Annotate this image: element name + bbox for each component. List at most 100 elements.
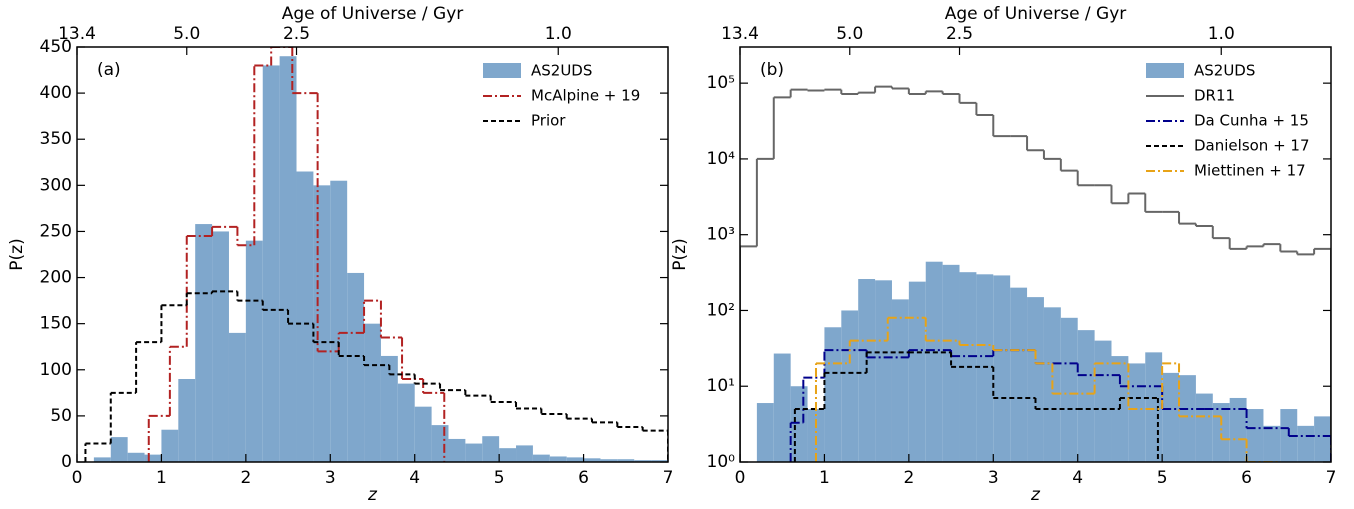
hist-bar bbox=[1229, 397, 1247, 462]
x-axis-label: z bbox=[1030, 485, 1041, 505]
x2-tick-label: 1.0 bbox=[1208, 24, 1235, 44]
hist-bar bbox=[841, 310, 859, 462]
y-axis-label: P(z) bbox=[7, 238, 27, 270]
hist-bar bbox=[891, 299, 909, 462]
y-tick-label: 10⁰ bbox=[707, 452, 736, 472]
hist-bar bbox=[824, 327, 842, 462]
hist-bar bbox=[1212, 403, 1230, 462]
hist-bar bbox=[1314, 416, 1331, 462]
hist-bar bbox=[448, 438, 466, 462]
hist-bar bbox=[651, 460, 668, 462]
y-tick-label: 10² bbox=[707, 300, 735, 320]
x-tick-label: 0 bbox=[72, 468, 83, 488]
legend-patch bbox=[483, 63, 521, 78]
x-tick-label: 1 bbox=[819, 468, 830, 488]
hist-bar bbox=[161, 429, 179, 462]
x-tick-label: 1 bbox=[156, 468, 167, 488]
x-tick-label: 2 bbox=[903, 468, 914, 488]
legend-patch bbox=[1146, 63, 1184, 78]
hist-bar bbox=[1128, 363, 1146, 462]
hist-bar bbox=[431, 425, 449, 462]
hist-bar bbox=[1195, 393, 1213, 462]
axes-frame bbox=[739, 46, 1332, 463]
hist-bar bbox=[976, 274, 994, 462]
x-tick-label: 4 bbox=[1072, 468, 1083, 488]
y-tick-label: 0 bbox=[61, 452, 72, 472]
x-axis-label: z bbox=[367, 485, 378, 505]
legend-label: AS2UDS bbox=[1194, 62, 1255, 80]
y-tick-label: 10⁴ bbox=[707, 149, 736, 169]
hist-bar bbox=[566, 457, 584, 462]
plot-area bbox=[740, 85, 1331, 462]
panel: 0 1 2 3 4 5 6 7 13.4 5.0 2.5 1.0 10⁰ 10¹ 10² 10³ 10⁴ 10⁵ z… bbox=[670, 4, 1336, 505]
legend-label: McAlpine + 19 bbox=[531, 87, 640, 105]
x-tick-label: 0 bbox=[735, 468, 746, 488]
hist-bar bbox=[908, 281, 926, 462]
hist-bar bbox=[583, 458, 601, 462]
hist-bar bbox=[465, 443, 483, 462]
x2-tick-label: 5.0 bbox=[836, 24, 863, 44]
y-tick-label: 10⁵ bbox=[707, 73, 735, 93]
hist-bar bbox=[482, 436, 500, 462]
panel: 0 1 2 3 4 5 6 7 13.4 5.0 2.5 1.0 0 50 100 150 200 250 300 3… bbox=[7, 4, 673, 505]
hist-bar bbox=[313, 185, 331, 462]
legend-label: Miettinen + 17 bbox=[1194, 162, 1306, 180]
axes-frame bbox=[76, 46, 669, 463]
hist-bar bbox=[212, 231, 229, 462]
hist-bar bbox=[756, 403, 774, 462]
x2-tick-label: 13.4 bbox=[721, 24, 759, 44]
hist-bar bbox=[1145, 352, 1163, 462]
hist-bar bbox=[127, 452, 145, 462]
x2-tick-label: 5.0 bbox=[173, 24, 200, 44]
y-tick-label: 50 bbox=[50, 406, 72, 426]
hist-bar bbox=[262, 65, 280, 462]
x-tick-label: 3 bbox=[988, 468, 999, 488]
x2-tick-label: 13.4 bbox=[58, 24, 96, 44]
hist-bar bbox=[364, 323, 381, 462]
x-tick-label: 6 bbox=[1241, 468, 1252, 488]
hist-bar bbox=[1077, 330, 1095, 462]
x2-axis-label: Age of Universe / Gyr bbox=[945, 4, 1127, 24]
hist-bar bbox=[195, 224, 213, 462]
hist-bar bbox=[925, 261, 943, 462]
x2-axis-label: Age of Universe / Gyr bbox=[282, 4, 464, 24]
hist-bar bbox=[178, 379, 196, 462]
y-axis-label: P(z) bbox=[670, 238, 690, 270]
hist-bar bbox=[1027, 297, 1044, 462]
hist-bar bbox=[516, 445, 533, 462]
hist-bar bbox=[228, 332, 246, 462]
hist-bar bbox=[245, 240, 263, 462]
x-tick-label: 3 bbox=[325, 468, 336, 488]
hist-bar bbox=[296, 171, 314, 462]
hist-bar bbox=[993, 275, 1011, 462]
hist-bar bbox=[347, 272, 365, 462]
y-tick-label: 150 bbox=[40, 314, 72, 334]
legend-label: Danielson + 17 bbox=[1194, 137, 1310, 155]
x-tick-label: 6 bbox=[578, 468, 589, 488]
hist-bar bbox=[397, 383, 415, 462]
y-tick-label: 350 bbox=[40, 129, 72, 149]
hist-bar bbox=[1094, 340, 1112, 462]
hist-bar bbox=[773, 353, 791, 462]
hist-bar bbox=[617, 459, 635, 462]
x-tick-label: 7 bbox=[1326, 468, 1337, 488]
y-tick-label: 100 bbox=[40, 360, 72, 380]
y-tick-label: 450 bbox=[40, 37, 72, 57]
legend-label: AS2UDS bbox=[531, 62, 592, 80]
y-tick-label: 250 bbox=[40, 221, 72, 241]
hist-bar bbox=[1010, 287, 1028, 462]
x-tick-label: 2 bbox=[240, 468, 251, 488]
hist-bar bbox=[1060, 317, 1078, 462]
hist-bar bbox=[549, 456, 567, 462]
y-tick-label: 10³ bbox=[707, 225, 735, 245]
hist-bar bbox=[634, 460, 652, 462]
hist-bar bbox=[93, 457, 111, 462]
plot-area bbox=[84, 47, 668, 462]
hist-bar bbox=[499, 448, 517, 462]
hist-bar bbox=[807, 409, 825, 462]
hist-bar bbox=[1162, 372, 1180, 462]
x-tick-label: 5 bbox=[1157, 468, 1168, 488]
x-tick-label: 5 bbox=[494, 468, 505, 488]
x2-tick-label: 2.5 bbox=[283, 24, 310, 44]
